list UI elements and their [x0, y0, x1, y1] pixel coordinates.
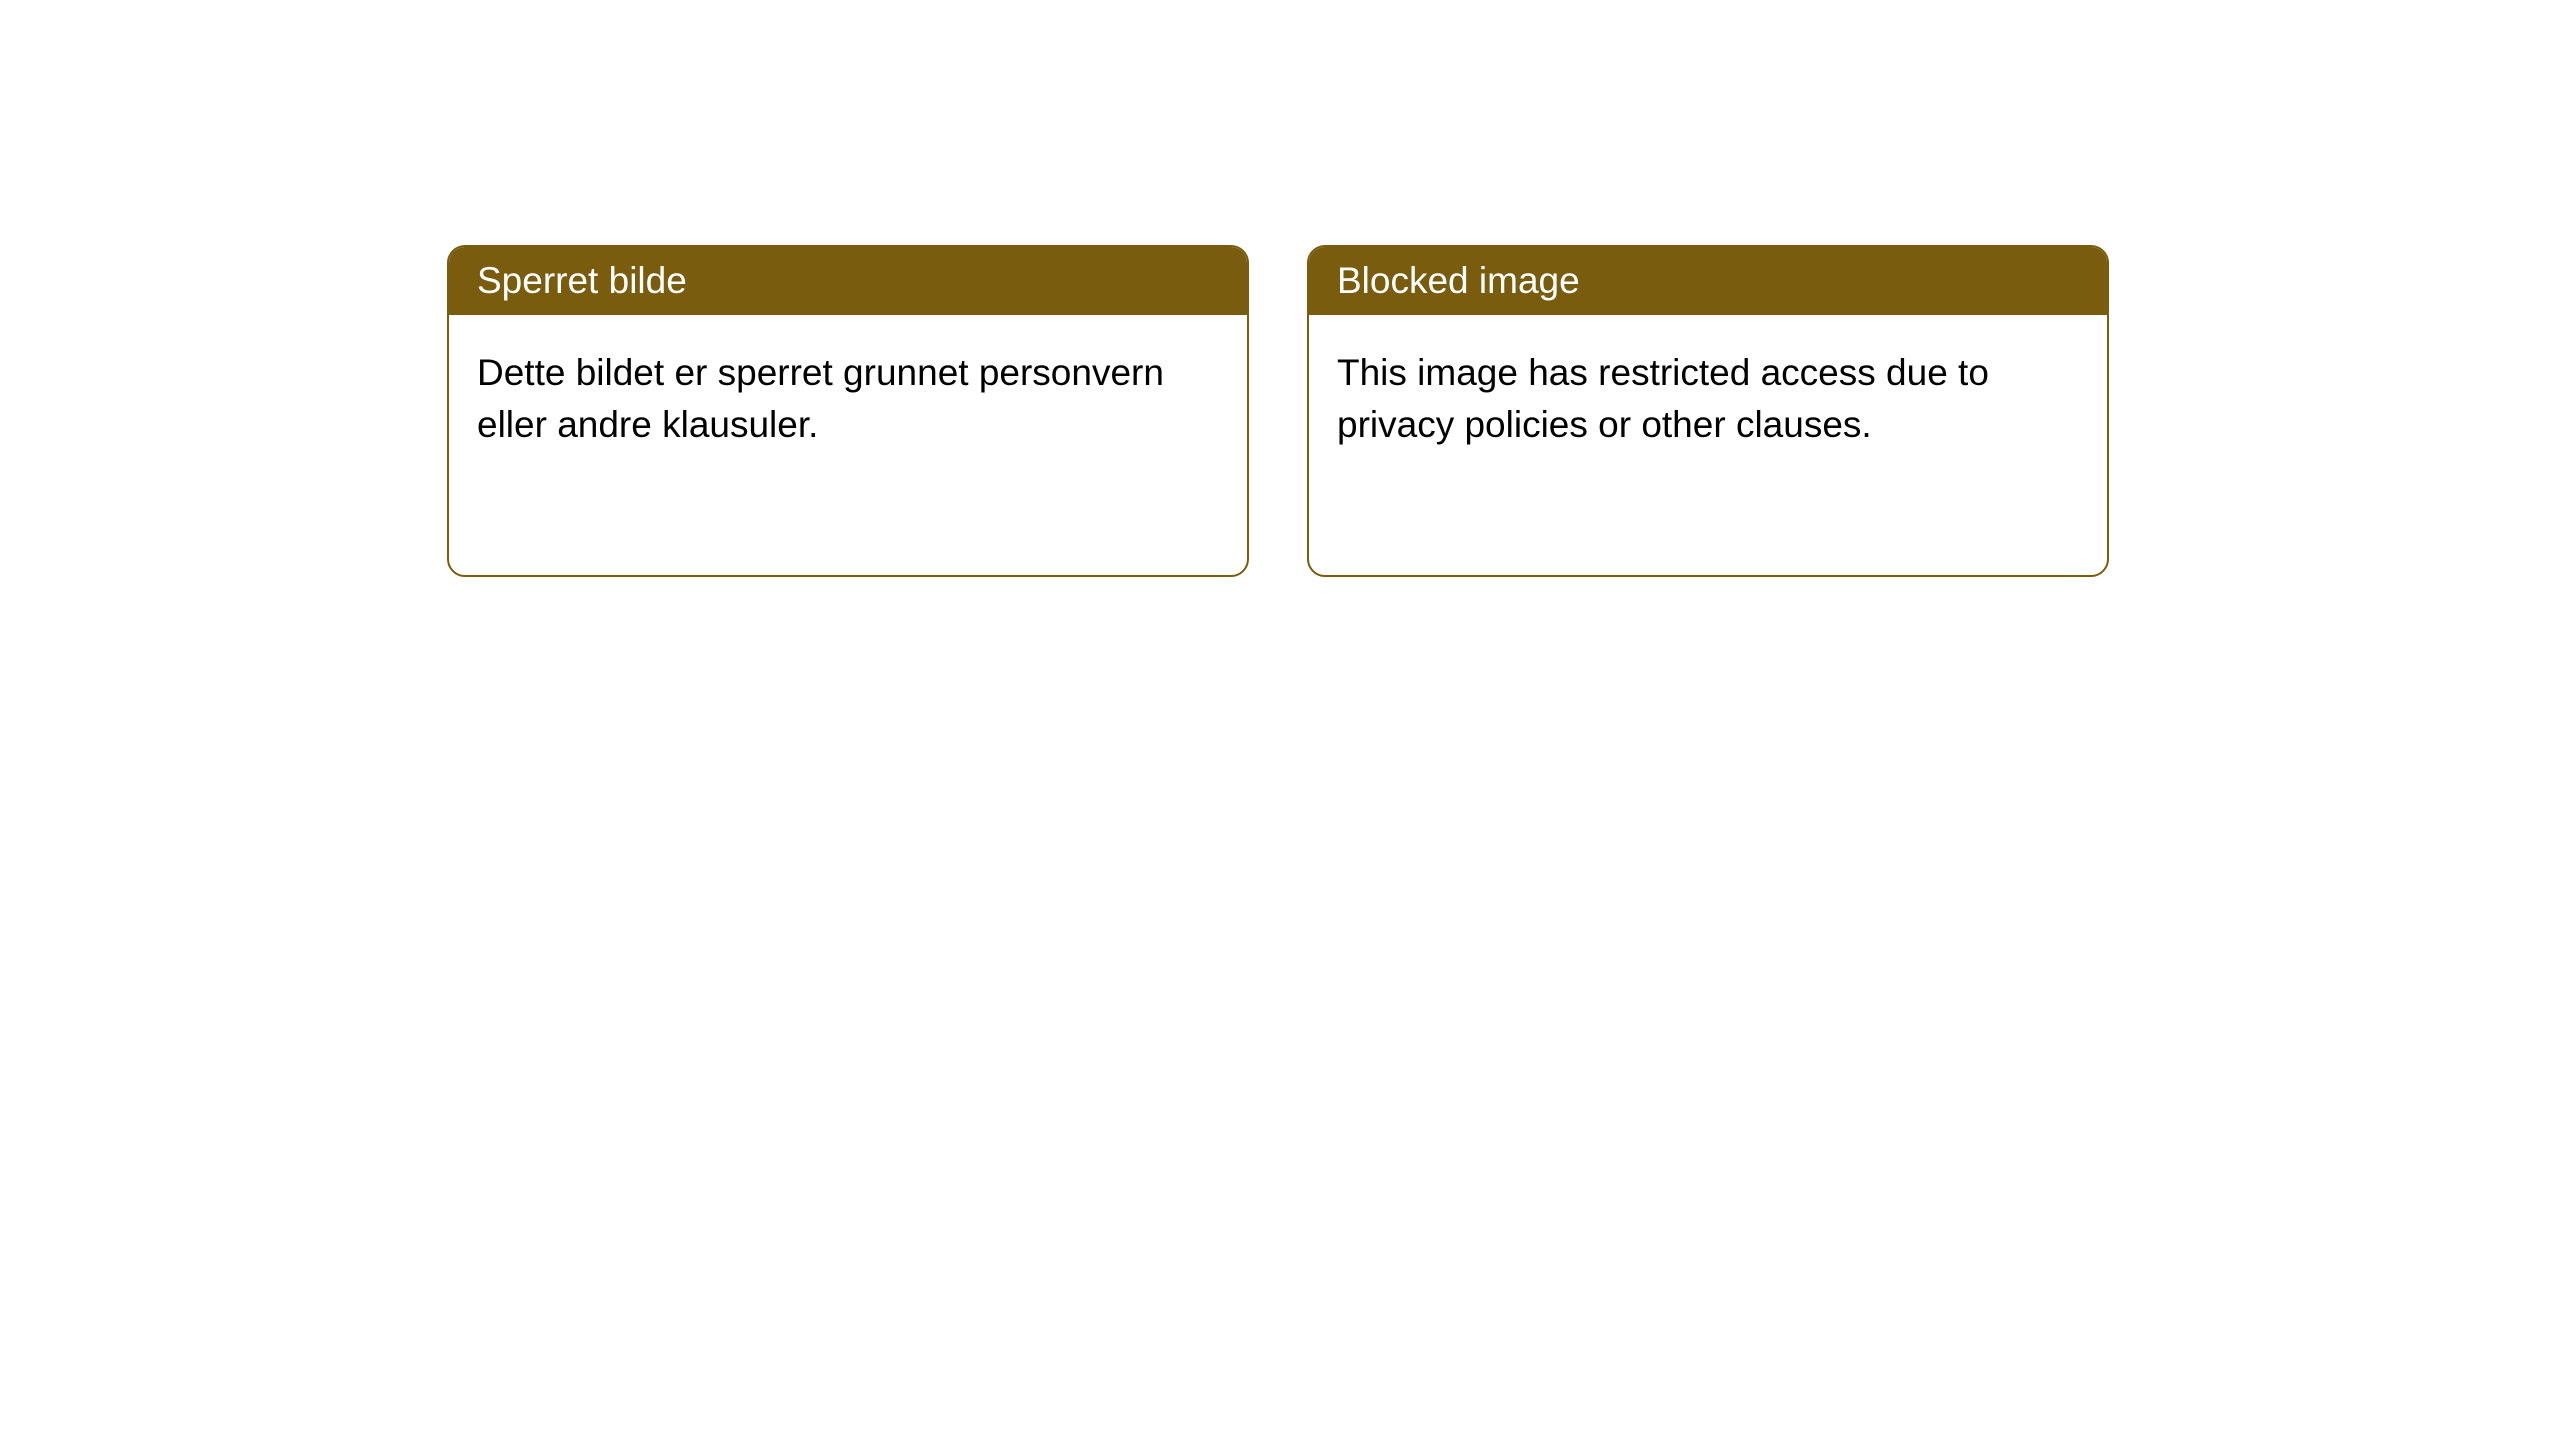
notice-card-english: Blocked image This image has restricted … — [1307, 245, 2109, 577]
notice-header: Sperret bilde — [449, 247, 1247, 315]
notices-container: Sperret bilde Dette bildet er sperret gr… — [0, 0, 2560, 577]
notice-body-text: This image has restricted access due to … — [1337, 352, 1989, 445]
notice-body: Dette bildet er sperret grunnet personve… — [449, 315, 1247, 483]
notice-card-norwegian: Sperret bilde Dette bildet er sperret gr… — [447, 245, 1249, 577]
notice-body-text: Dette bildet er sperret grunnet personve… — [477, 352, 1164, 445]
notice-body: This image has restricted access due to … — [1309, 315, 2107, 483]
notice-title: Sperret bilde — [477, 260, 687, 301]
notice-title: Blocked image — [1337, 260, 1580, 301]
notice-header: Blocked image — [1309, 247, 2107, 315]
